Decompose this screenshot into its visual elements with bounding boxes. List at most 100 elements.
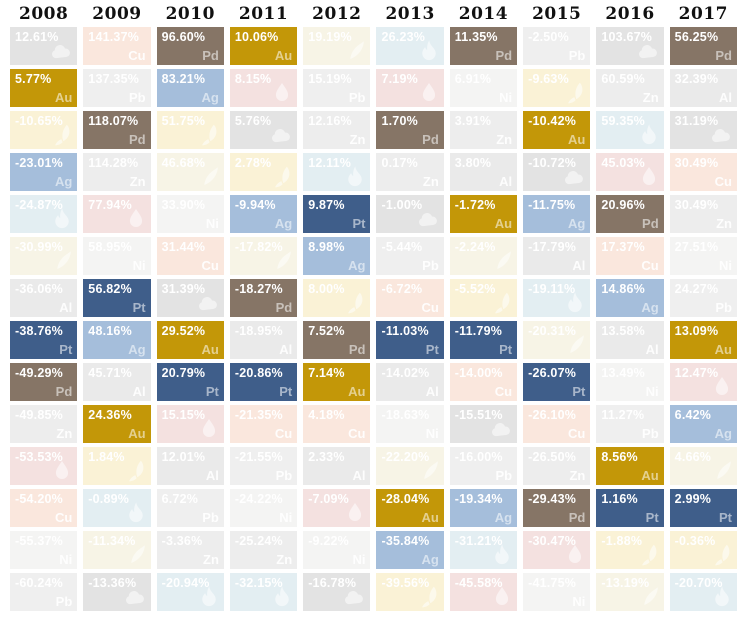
heatmap-cell[interactable]: 45.03% <box>596 153 664 191</box>
heatmap-cell[interactable]: -1.00% <box>376 195 444 233</box>
heatmap-cell[interactable]: -39.56% <box>376 573 444 611</box>
heatmap-cell[interactable]: 15.19% Pb <box>303 69 371 107</box>
heatmap-cell[interactable]: -6.72% Cu <box>376 279 444 317</box>
heatmap-cell[interactable]: -10.42% Au <box>523 111 591 149</box>
heatmap-cell[interactable]: 13.49% Ni <box>596 363 664 401</box>
heatmap-cell[interactable]: -18.95% Al <box>229 321 298 359</box>
heatmap-cell[interactable]: -55.37% Ni <box>10 531 78 569</box>
heatmap-cell[interactable]: -11.34% <box>83 531 151 569</box>
heatmap-cell[interactable]: 13.58% Al <box>596 321 664 359</box>
heatmap-cell[interactable]: -23.01% Ag <box>10 153 78 191</box>
heatmap-cell[interactable]: 45.71% Al <box>83 363 151 401</box>
heatmap-cell[interactable]: -45.58% <box>449 573 518 611</box>
heatmap-cell[interactable]: 10.06% Au <box>229 27 298 65</box>
heatmap-cell[interactable]: 6.42% Ag <box>669 405 737 443</box>
heatmap-cell[interactable]: -15.51% <box>449 405 518 443</box>
heatmap-cell[interactable]: 1.70% Pd <box>376 111 444 149</box>
heatmap-cell[interactable]: -21.35% Cu <box>229 405 298 443</box>
heatmap-cell[interactable]: -11.75% Ag <box>523 195 591 233</box>
heatmap-cell[interactable]: 3.91% Zn <box>449 111 518 149</box>
heatmap-cell[interactable]: 32.39% Al <box>669 69 737 107</box>
heatmap-cell[interactable]: 0.17% Zn <box>376 153 444 191</box>
heatmap-cell[interactable]: 7.52% Pd <box>303 321 371 359</box>
heatmap-cell[interactable]: 56.25% Pd <box>669 27 737 65</box>
heatmap-cell[interactable]: 30.49% Cu <box>669 153 737 191</box>
heatmap-cell[interactable]: -24.22% Ni <box>229 489 298 527</box>
heatmap-cell[interactable]: 46.68% <box>156 153 224 191</box>
heatmap-cell[interactable]: -2.50% Pb <box>523 27 591 65</box>
heatmap-cell[interactable]: -41.75% Ni <box>523 573 591 611</box>
heatmap-cell[interactable]: -28.04% Au <box>376 489 444 527</box>
heatmap-cell[interactable]: 12.47% <box>669 363 737 401</box>
heatmap-cell[interactable]: -25.24% Zn <box>229 531 298 569</box>
heatmap-cell[interactable]: 20.96% Pd <box>596 195 664 233</box>
heatmap-cell[interactable]: 77.94% <box>83 195 151 233</box>
heatmap-cell[interactable]: 20.79% Pt <box>156 363 224 401</box>
heatmap-cell[interactable]: -5.44% Pb <box>376 237 444 275</box>
heatmap-cell[interactable]: -30.99% <box>10 237 78 275</box>
heatmap-cell[interactable]: -0.36% <box>669 531 737 569</box>
heatmap-cell[interactable]: -17.79% Al <box>523 237 591 275</box>
heatmap-cell[interactable]: 12.01% Al <box>156 447 224 485</box>
heatmap-cell[interactable]: 8.15% <box>229 69 298 107</box>
heatmap-cell[interactable]: 5.77% Au <box>10 69 78 107</box>
heatmap-cell[interactable]: 137.35% Pb <box>83 69 151 107</box>
heatmap-cell[interactable]: 2.78% <box>229 153 298 191</box>
heatmap-cell[interactable]: -29.43% Pd <box>523 489 591 527</box>
heatmap-cell[interactable]: -0.89% <box>83 489 151 527</box>
heatmap-cell[interactable]: -49.85% Zn <box>10 405 78 443</box>
heatmap-cell[interactable]: -14.02% Al <box>376 363 444 401</box>
heatmap-cell[interactable]: 141.37% Cu <box>83 27 151 65</box>
heatmap-cell[interactable]: 7.19% <box>376 69 444 107</box>
heatmap-cell[interactable]: 15.15% <box>156 405 224 443</box>
heatmap-cell[interactable]: -11.79% Pt <box>449 321 518 359</box>
heatmap-cell[interactable]: 60.59% Zn <box>596 69 664 107</box>
heatmap-cell[interactable]: -18.27% Pd <box>229 279 298 317</box>
heatmap-cell[interactable]: 24.27% Pb <box>669 279 737 317</box>
heatmap-cell[interactable]: -20.31% <box>523 321 591 359</box>
heatmap-cell[interactable]: -16.00% Pb <box>449 447 518 485</box>
heatmap-cell[interactable]: -3.36% Zn <box>156 531 224 569</box>
heatmap-cell[interactable]: -16.78% <box>303 573 371 611</box>
heatmap-cell[interactable]: -18.63% Ni <box>376 405 444 443</box>
heatmap-cell[interactable]: 103.67% <box>596 27 664 65</box>
heatmap-cell[interactable]: -53.53% <box>10 447 78 485</box>
heatmap-cell[interactable]: -22.20% <box>376 447 444 485</box>
heatmap-cell[interactable]: -9.22% Ni <box>303 531 371 569</box>
heatmap-cell[interactable]: 58.95% Ni <box>83 237 151 275</box>
heatmap-cell[interactable]: -38.76% Pt <box>10 321 78 359</box>
heatmap-cell[interactable]: -13.19% <box>596 573 664 611</box>
heatmap-cell[interactable]: -54.20% Cu <box>10 489 78 527</box>
heatmap-cell[interactable]: 33.90% Ni <box>156 195 224 233</box>
heatmap-cell[interactable]: 8.56% Au <box>596 447 664 485</box>
heatmap-cell[interactable]: 12.61% <box>10 27 78 65</box>
heatmap-cell[interactable]: 12.16% Zn <box>303 111 371 149</box>
heatmap-cell[interactable]: 8.98% Ag <box>303 237 371 275</box>
heatmap-cell[interactable]: 9.87% Pt <box>303 195 371 233</box>
heatmap-cell[interactable]: 29.52% Au <box>156 321 224 359</box>
heatmap-cell[interactable]: 17.37% Cu <box>596 237 664 275</box>
heatmap-cell[interactable]: 26.23% <box>376 27 444 65</box>
heatmap-cell[interactable]: -30.47% <box>523 531 591 569</box>
heatmap-cell[interactable]: 3.80% Al <box>449 153 518 191</box>
heatmap-cell[interactable]: -60.24% Pb <box>10 573 78 611</box>
heatmap-cell[interactable]: 5.76% <box>229 111 298 149</box>
heatmap-cell[interactable]: -1.72% Au <box>449 195 518 233</box>
heatmap-cell[interactable]: 24.36% Au <box>83 405 151 443</box>
heatmap-cell[interactable]: -9.63% <box>523 69 591 107</box>
heatmap-cell[interactable]: 59.35% <box>596 111 664 149</box>
heatmap-cell[interactable]: -19.34% Ag <box>449 489 518 527</box>
heatmap-cell[interactable]: -20.94% <box>156 573 224 611</box>
heatmap-cell[interactable]: -13.36% <box>83 573 151 611</box>
heatmap-cell[interactable]: -1.88% <box>596 531 664 569</box>
heatmap-cell[interactable]: -49.29% Pd <box>10 363 78 401</box>
heatmap-cell[interactable]: 4.66% <box>669 447 737 485</box>
heatmap-cell[interactable]: -14.00% Cu <box>449 363 518 401</box>
heatmap-cell[interactable]: 4.18% Cu <box>303 405 371 443</box>
heatmap-cell[interactable]: 118.07% Pd <box>83 111 151 149</box>
heatmap-cell[interactable]: 6.72% Pb <box>156 489 224 527</box>
heatmap-cell[interactable]: 11.35% Pd <box>449 27 518 65</box>
heatmap-cell[interactable]: 31.44% Cu <box>156 237 224 275</box>
heatmap-cell[interactable]: -36.06% Al <box>10 279 78 317</box>
heatmap-cell[interactable]: -2.24% <box>449 237 518 275</box>
